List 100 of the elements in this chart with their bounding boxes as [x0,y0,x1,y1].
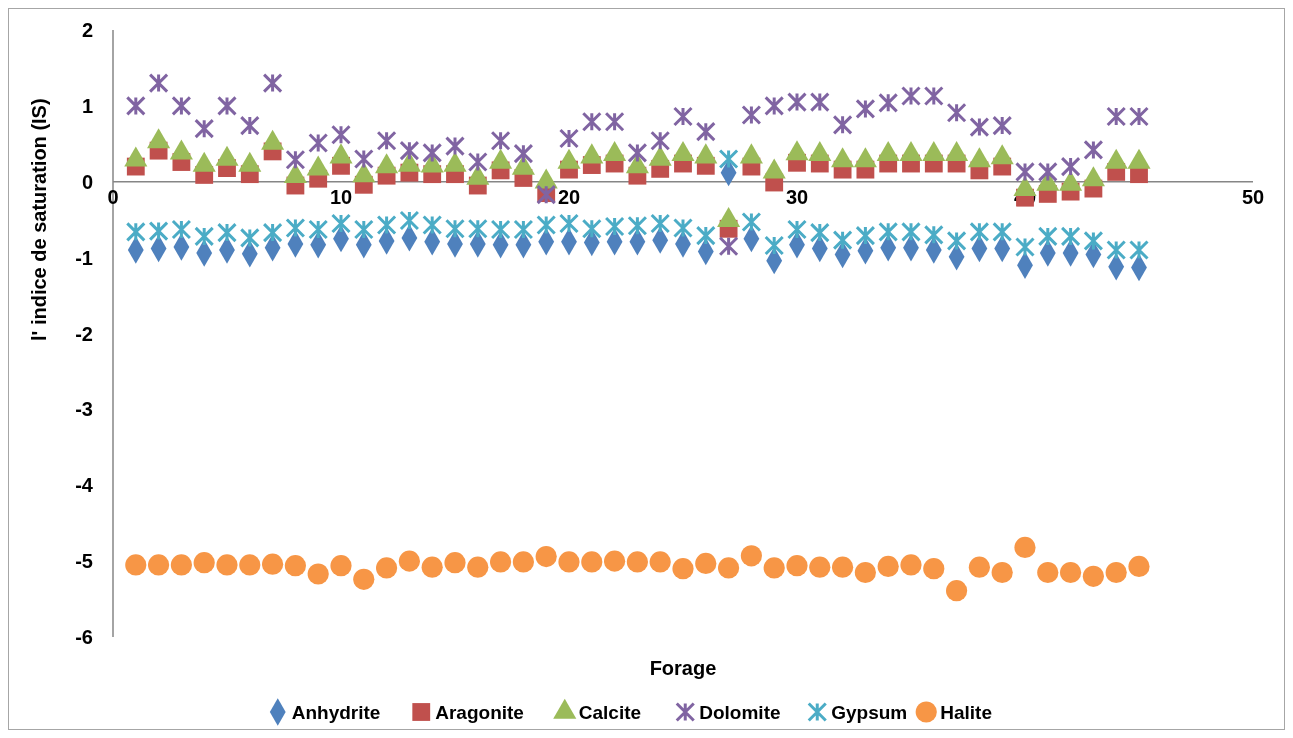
point [626,551,648,573]
legend-label: Calcite [578,701,642,723]
point [330,555,352,577]
point [284,555,306,577]
point [604,550,626,572]
x-tick-label: 30 [785,186,809,209]
point [285,149,306,170]
point [787,92,807,113]
point [901,86,921,107]
point [1060,226,1081,247]
point [695,121,716,142]
point [558,551,580,573]
point [194,118,215,139]
point [581,218,602,239]
point [740,545,762,567]
point [125,554,147,576]
point [878,92,899,113]
legend-label: Aragonite [435,701,524,723]
point [923,86,944,107]
point [627,215,648,236]
y-tick-label: -5 [75,550,93,573]
point [809,222,830,243]
point [331,124,351,145]
point [741,211,762,232]
point [650,213,671,234]
point [832,556,854,578]
point [422,215,443,235]
point [923,558,945,580]
point [1037,226,1058,247]
point [239,227,260,248]
point [490,551,512,573]
y-tick-label: -2 [75,322,93,345]
point [444,552,466,574]
point [672,558,694,580]
y-tick-label: -3 [75,398,93,421]
point [718,557,740,579]
point [992,221,1013,242]
point [331,213,351,234]
point [559,213,579,234]
point [216,554,238,576]
point [467,152,488,173]
point [969,117,990,138]
point [353,219,374,240]
point [991,561,1013,584]
point [1106,106,1127,127]
point [741,104,762,125]
point [217,222,237,243]
point [581,111,602,132]
y-tick-label: -1 [75,246,93,269]
point [695,225,716,246]
point [422,142,443,163]
x-tick-label: 50 [1241,186,1265,209]
point [513,219,534,240]
point [513,143,534,164]
point [148,554,170,576]
point [627,142,648,163]
point [445,136,465,157]
point [854,561,876,584]
x-tick-label: 10 [329,186,353,209]
point [308,219,329,240]
point [855,98,876,119]
point [1037,561,1059,584]
point [194,226,215,247]
point [308,133,329,154]
point [787,219,807,240]
point [262,73,283,94]
point [649,551,671,573]
point [512,551,534,573]
point [239,115,260,136]
legend-label: Anhydrite [291,701,381,723]
point [125,221,146,242]
point [1129,240,1149,261]
point [673,106,693,127]
point [1128,555,1150,578]
point [832,114,853,135]
point [1014,536,1036,559]
x-tick-label: 0 [107,186,119,209]
point [1060,156,1081,177]
point [718,236,739,257]
point [946,230,967,251]
point [490,219,511,240]
point [490,130,511,151]
point [307,563,329,585]
point [399,210,420,231]
point [1083,139,1104,160]
legend-label: Gypsum [831,701,908,723]
point [900,554,922,576]
point [421,556,443,578]
point [239,554,261,576]
point [559,128,579,149]
point [946,580,968,602]
point [650,130,671,151]
point [262,222,283,243]
y-tick-label: -4 [75,474,94,497]
point [969,221,990,242]
point [285,218,306,239]
point [1037,161,1058,182]
point [581,551,603,573]
point [353,568,375,590]
y-tick-label: 1 [81,94,93,117]
